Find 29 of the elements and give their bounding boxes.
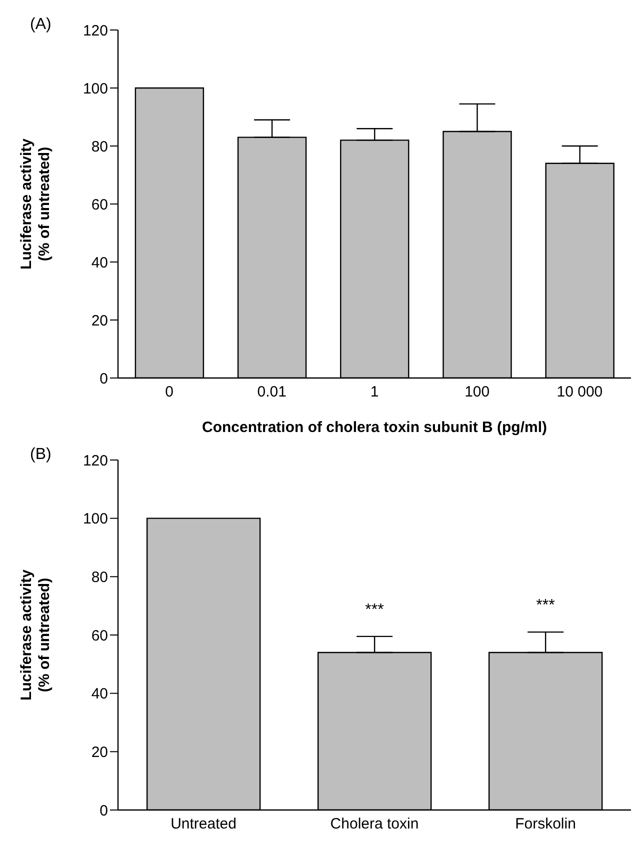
y-tick-label: 20 bbox=[91, 744, 108, 761]
y-tick-label: 60 bbox=[91, 196, 108, 214]
y-tick-label: 20 bbox=[91, 312, 108, 330]
annotation: *** bbox=[536, 597, 555, 614]
x-tick-label: 0 bbox=[165, 384, 174, 401]
x-tick-label: Untreated bbox=[170, 816, 236, 833]
y-tick-label: 0 bbox=[100, 802, 108, 820]
x-tick-label: Cholera toxin bbox=[330, 816, 419, 833]
chart-title: (B) bbox=[30, 446, 52, 464]
chart-title: (A) bbox=[30, 16, 52, 34]
y-tick-label: 100 bbox=[82, 80, 108, 98]
y-tick-label: 60 bbox=[91, 627, 108, 644]
y-tick-label: 80 bbox=[91, 138, 108, 156]
y-axis-title: Luciferase activity (% of untreated) bbox=[18, 138, 53, 270]
y-tick-label: 100 bbox=[82, 510, 108, 528]
x-tick-label: 10 000 bbox=[556, 384, 603, 401]
y-tick-label: 80 bbox=[91, 568, 108, 586]
x-tick-label: 1 bbox=[370, 384, 379, 401]
x-tick-label: Forskolin bbox=[515, 816, 576, 833]
x-tick-label: 0.01 bbox=[257, 384, 286, 401]
y-tick-label: 40 bbox=[91, 686, 108, 703]
y-tick-label: 40 bbox=[91, 254, 108, 272]
y-tick-label: 120 bbox=[82, 22, 108, 40]
x-tick-label: 100 bbox=[464, 384, 490, 401]
y-tick-label: 120 bbox=[82, 452, 108, 470]
y-axis-title: Luciferase activity (% of untreated) bbox=[18, 568, 53, 700]
y-tick-label: 0 bbox=[100, 370, 108, 388]
x-axis-title: Concentration of cholera toxin subunit B (pg/ml) bbox=[202, 419, 547, 436]
annotation: *** bbox=[365, 601, 384, 618]
